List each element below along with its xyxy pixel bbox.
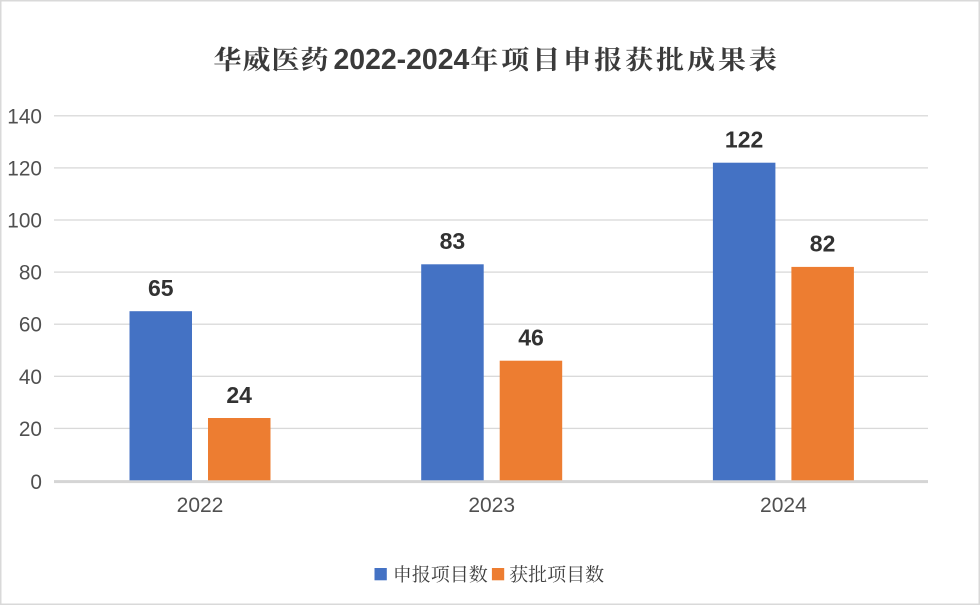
- svg-text:60: 60: [19, 314, 42, 337]
- svg-text:2022: 2022: [177, 494, 224, 517]
- svg-text:0: 0: [30, 471, 42, 494]
- svg-text:24: 24: [226, 382, 252, 408]
- svg-text:40: 40: [19, 366, 42, 389]
- svg-text:100: 100: [7, 210, 42, 233]
- svg-text:2023: 2023: [468, 494, 515, 517]
- svg-text:140: 140: [7, 105, 42, 128]
- svg-text:20: 20: [19, 418, 42, 441]
- svg-text:122: 122: [725, 127, 763, 153]
- svg-text:46: 46: [518, 325, 544, 351]
- svg-text:65: 65: [148, 275, 174, 301]
- svg-text:80: 80: [19, 262, 42, 285]
- svg-text:83: 83: [440, 228, 466, 254]
- svg-text:120: 120: [7, 157, 42, 180]
- svg-text:2024: 2024: [760, 494, 807, 517]
- svg-text:82: 82: [810, 231, 836, 257]
- svg-text:2022-2024: 2022-2024: [334, 44, 470, 76]
